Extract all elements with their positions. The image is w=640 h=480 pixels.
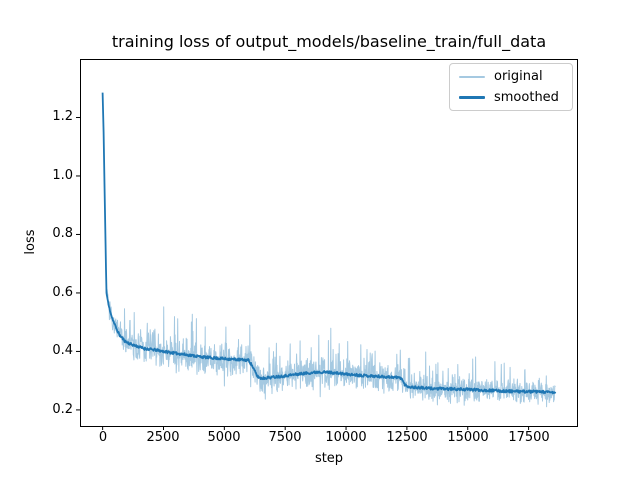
smoothed-line-sample-icon <box>459 96 485 99</box>
x-axis-label: step <box>314 451 344 466</box>
y-axis-label: loss <box>23 229 38 255</box>
y-tick-label: 1.0 <box>52 168 73 183</box>
x-tick-label: 17500 <box>508 430 550 445</box>
x-tick-label: 12500 <box>386 430 428 445</box>
original-line-sample-icon <box>459 75 485 78</box>
x-tick-label: 2500 <box>146 430 180 445</box>
axes-spines <box>80 59 578 427</box>
legend-label-original: original <box>494 68 543 84</box>
x-tick-label: 15000 <box>447 430 489 445</box>
x-tick-label: 10000 <box>325 430 367 445</box>
y-tick-label: 0.6 <box>52 285 73 300</box>
y-tick-label: 0.4 <box>52 343 73 358</box>
legend-entry-original: original <box>459 68 572 84</box>
legend-label-smoothed: smoothed <box>494 89 559 105</box>
y-tick-label: 1.2 <box>52 109 73 124</box>
smoothed-series-line <box>101 92 557 395</box>
x-tick-label: 7500 <box>268 430 302 445</box>
original-series-line <box>102 104 556 408</box>
legend-entry-smoothed: smoothed <box>459 89 572 105</box>
x-tick-label: 0 <box>98 430 108 445</box>
x-tick-label: 5000 <box>207 430 241 445</box>
y-tick-label: 0.8 <box>52 226 73 241</box>
legend: original smoothed <box>449 63 573 111</box>
chart-title: training loss of output_models/baseline_… <box>111 32 547 51</box>
y-tick-label: 0.2 <box>52 402 73 417</box>
